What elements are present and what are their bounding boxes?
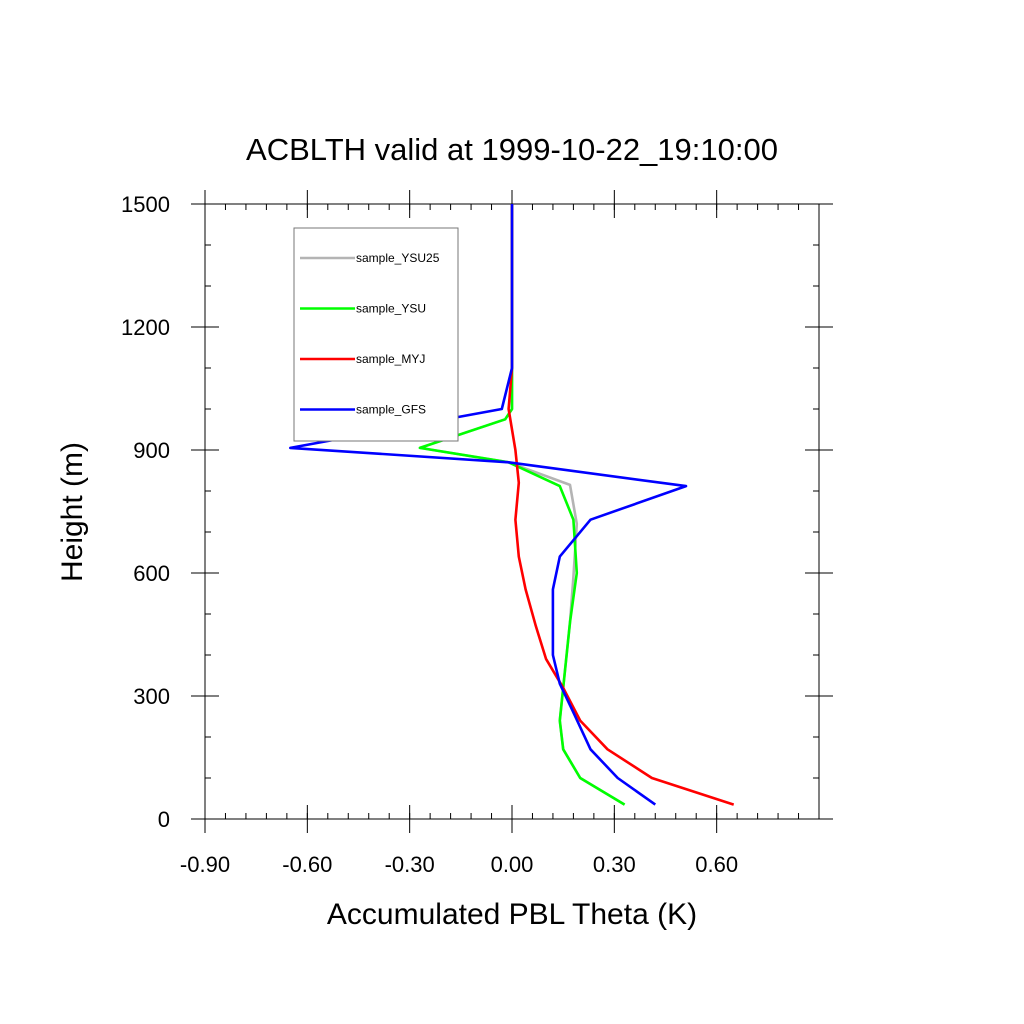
plot-area: -0.90 -0.60 -0.30 0.00 0.30 0.60 0 300 600 900 120… — [121, 190, 833, 877]
legend-box — [293, 227, 459, 442]
x-tick-label: -0.60 — [282, 852, 332, 877]
legend: sample_YSU25 sample_YSU sample_MYJ sample_G… — [293, 227, 459, 442]
chart-title: ACBLTH valid at 1999-10-22_19:10:00 — [246, 132, 778, 167]
y-tick-label: 0 — [158, 807, 170, 832]
x-tick-label: 0.60 — [695, 852, 738, 877]
x-tick-label: 0.30 — [593, 852, 636, 877]
y-tick-label: 300 — [133, 684, 170, 709]
series-line-sample_GFS — [288, 204, 688, 806]
y-tick-label: 600 — [133, 561, 170, 586]
legend-label: sample_MYJ — [356, 352, 425, 366]
legend-label: sample_YSU — [356, 302, 426, 316]
x-axis-label: Accumulated PBL Theta (K) — [327, 898, 697, 931]
y-tick-label: 1500 — [121, 192, 170, 217]
y-tick-label: 900 — [133, 438, 170, 463]
series-lines — [288, 204, 735, 806]
x-tick-label: -0.30 — [385, 852, 435, 877]
x-tick-label: 0.00 — [491, 852, 534, 877]
series-line-sample_MYJ — [507, 204, 735, 806]
y-axis-label: Height (m) — [56, 442, 89, 582]
x-tick-label: -0.90 — [180, 852, 230, 877]
legend-label: sample_YSU25 — [356, 251, 440, 265]
legend-label: sample_GFS — [356, 403, 426, 417]
y-tick-label: 1200 — [121, 315, 170, 340]
